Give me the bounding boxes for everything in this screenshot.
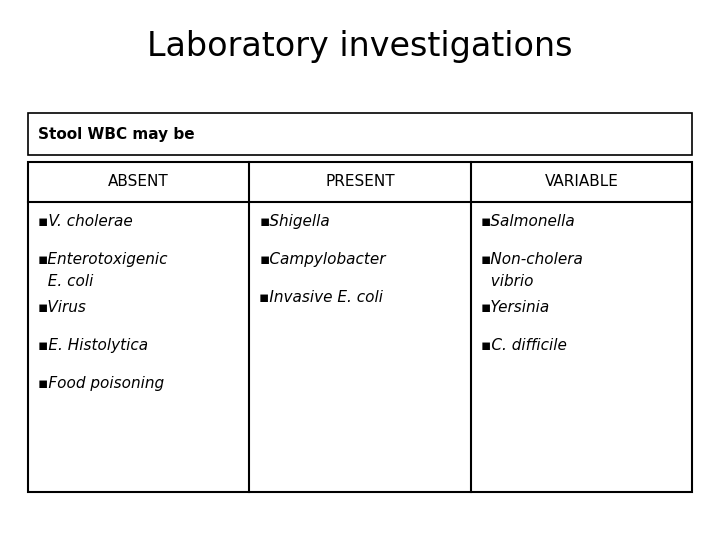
Text: ▪V. cholerae: ▪V. cholerae bbox=[38, 214, 132, 229]
Text: ▪Invasive E. coli: ▪Invasive E. coli bbox=[259, 290, 383, 305]
Text: VARIABLE: VARIABLE bbox=[544, 174, 618, 190]
Text: ▪Yersinia: ▪Yersinia bbox=[481, 300, 550, 315]
Text: ▪Salmonella: ▪Salmonella bbox=[481, 214, 575, 229]
Text: Laboratory investigations: Laboratory investigations bbox=[148, 30, 572, 63]
Bar bbox=[28, 162, 692, 492]
Text: PRESENT: PRESENT bbox=[325, 174, 395, 190]
Text: ▪C. difficile: ▪C. difficile bbox=[481, 338, 567, 353]
Text: ABSENT: ABSENT bbox=[108, 174, 169, 190]
Text: vibrio: vibrio bbox=[481, 274, 534, 289]
Text: Stool WBC may be: Stool WBC may be bbox=[38, 126, 194, 141]
Text: E. coli: E. coli bbox=[38, 274, 94, 289]
Text: ▪Shigella: ▪Shigella bbox=[259, 214, 330, 229]
Text: ▪Enterotoxigenic: ▪Enterotoxigenic bbox=[38, 252, 168, 267]
Text: ▪Virus: ▪Virus bbox=[38, 300, 87, 315]
Text: ▪E. Histolytica: ▪E. Histolytica bbox=[38, 338, 148, 353]
Text: ▪Campylobacter: ▪Campylobacter bbox=[259, 252, 386, 267]
Text: ▪Non-cholera: ▪Non-cholera bbox=[481, 252, 583, 267]
Bar bbox=[28, 113, 692, 155]
Text: ▪Food poisoning: ▪Food poisoning bbox=[38, 376, 164, 391]
